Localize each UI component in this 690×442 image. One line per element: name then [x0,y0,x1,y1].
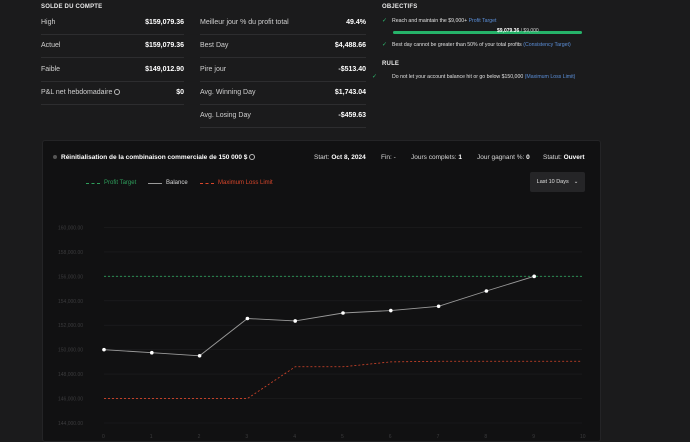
stat-value: $149,012.90 [145,66,184,73]
legend-profit-target[interactable]: Profit Target [86,180,136,186]
stat-label: Pire jour [200,66,227,73]
profit-progress-text: $9,079.36 / $9,000 [497,28,539,34]
chevron-down-icon: ⌄ [573,179,579,185]
stat-label: High [41,19,56,26]
legend-balance[interactable]: Balance [148,180,188,186]
consistency-target-link[interactable]: (Consistency Target) [523,42,571,48]
account-balance-title: SOLDE DU COMPTE [41,4,103,10]
profit-progress-fill [393,31,582,34]
x-tick-label: 3 [245,434,248,440]
balance-point [389,308,393,313]
balance-point [102,347,106,352]
x-tick-label: 2 [198,434,201,440]
balance-point [150,350,154,355]
y-tick-label: 148,000.00 [58,372,83,378]
balance-point [532,274,536,279]
check-icon: ✓ [382,42,388,48]
x-tick-label: 6 [389,434,392,440]
stat-value: $1,743.04 [334,89,366,96]
balance-point [293,319,297,323]
stat-value: -$513.40 [338,66,366,73]
max-loss-link[interactable]: (Maximum Loss Limit) [524,74,576,80]
objective-consistency: ✓ Best day cannot be greater than 50% of … [382,42,571,48]
panel-status: Statut: Ouvert [543,154,585,161]
x-tick-label: 7 [437,434,440,440]
rules-title: RULE [382,61,400,67]
stat-label: Meilleur jour % du profit total [200,19,289,26]
x-tick-label: 0 [102,434,105,440]
stat-value: $4,488.66 [334,42,366,49]
x-tick-label: 9 [532,434,535,440]
y-tick-label: 160,000.00 [58,225,83,231]
stat-value: -$459.63 [338,112,366,119]
stat-label: Faible [41,66,61,73]
max-loss-line [104,360,582,399]
x-tick-label: 10 [580,434,586,440]
stat-row-weekly-pnl: P&L net hebdomadaire $0 [41,81,184,105]
panel-title: Réinitialisation de la combinaison comme… [53,154,256,161]
panel-start: Start: Oct 8, 2024 [314,154,366,161]
stat-value: $159,079.36 [145,42,184,49]
y-tick-label: 150,000.00 [58,348,83,354]
balance-point [484,289,489,293]
panel-dot-icon [53,155,57,159]
balance-line [103,275,535,357]
x-tick-label: 4 [293,434,296,440]
stat-row-low: Faible $149,012.90 [41,58,184,82]
legend-max-loss[interactable]: Maximum Loss Limit [200,180,273,186]
stat-row-worst-day: Pire jour -$513.40 [200,58,366,82]
y-tick-label: 152,000.00 [58,323,83,329]
y-tick-label: 146,000.00 [58,397,83,403]
y-tick-label: 144,000.00 [58,421,83,427]
profit-progress-bar [393,31,582,34]
profit-target-link[interactable]: Profit Target [468,18,497,24]
objectives-title: OBJECTIFS [382,4,418,10]
stat-row-current: Actuel $159,079.36 [41,34,184,58]
balance-chart: 160,000.00 158,000.00 156,000.00 154,000.00… [58,225,586,440]
info-icon[interactable] [249,154,256,161]
panel-complete-days: Jours complets: 1 [411,154,462,161]
panel-winning-day: Jour gagnant %: 0 [477,154,530,161]
stat-label: Avg. Losing Day [200,112,251,119]
stat-label: Best Day [200,42,229,49]
y-tick-label: 154,000.00 [58,299,83,305]
trading-combine-panel: Réinitialisation de la combinaison comme… [42,140,601,442]
stat-row-high: High $159,079.36 [41,11,184,35]
objective-profit-target: ✓ Reach and maintain the $9,000+ Profit T… [382,18,497,24]
stat-value: $159,079.36 [145,19,184,26]
stat-row-avg-winning-day: Avg. Winning Day $1,743.04 [200,81,366,105]
range-dropdown[interactable]: Last 10 Days ⌄ [530,172,585,192]
stat-row-best-day: Best Day $4,488.66 [200,34,366,58]
balance-point [245,316,250,321]
stat-row-avg-losing-day: Avg. Losing Day -$459.63 [200,104,366,128]
balance-point [436,304,441,309]
balance-point [197,353,202,358]
x-tick-label: 8 [484,434,487,440]
stat-row-best-day-pct: Meilleur jour % du profit total 49.4% [200,11,366,35]
y-tick-label: 156,000.00 [58,274,83,280]
stat-label: Actuel [41,42,61,49]
panel-end: Fin: - [381,154,396,161]
stat-value: 49.4% [346,19,366,26]
balance-point [341,311,345,315]
stat-label: P&L net hebdomadaire [41,89,121,96]
stat-label: Avg. Winning Day [200,89,256,96]
y-tick-label: 158,000.00 [58,250,83,256]
info-icon[interactable] [114,89,121,96]
x-tick-label: 1 [150,434,153,440]
x-tick-label: 5 [341,434,344,440]
check-icon: ✓ [372,74,378,80]
check-icon: ✓ [382,18,388,24]
stat-value: $0 [176,89,184,96]
rule-max-loss: ✓ Do not let your account balance hit or … [372,74,576,80]
